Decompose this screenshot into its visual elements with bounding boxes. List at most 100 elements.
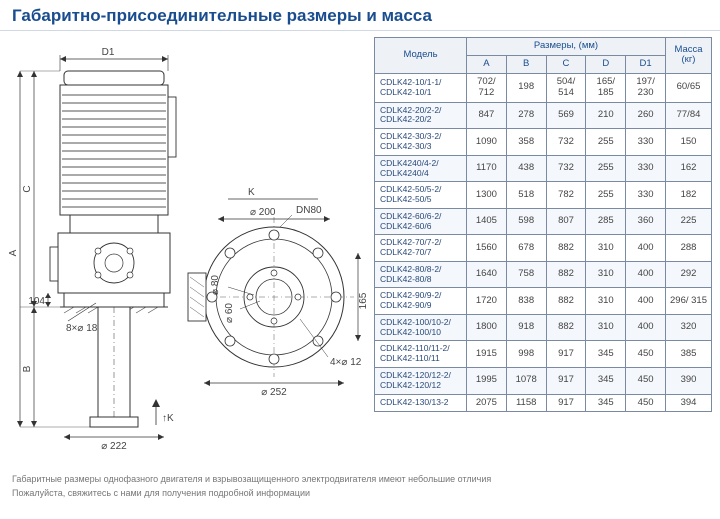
table-row: CDLK42-90/9-2/CDLK42-90/9172083888231040…	[375, 288, 712, 315]
cell-b: 598	[506, 208, 546, 235]
cell-d: 285	[586, 208, 626, 235]
cell-b: 1158	[506, 394, 546, 412]
cell-model: CDLK42-10/1-1/CDLK42-10/1	[375, 73, 467, 102]
cell-d1: 450	[626, 394, 666, 412]
table-row: CDLK42-10/1-1/CDLK42-10/1702/712198504/5…	[375, 73, 712, 102]
label-arrowk: ↑K	[162, 413, 174, 424]
cell-a: 2075	[467, 394, 507, 412]
table-row: CDLK42-50/5-2/CDLK42-50/5130051878225533…	[375, 182, 712, 209]
cell-d: 165/185	[586, 73, 626, 102]
cell-mass: 320	[666, 314, 712, 341]
cell-model: CDLK42-70/7-2/CDLK42-70/7	[375, 235, 467, 262]
label-a: A	[8, 249, 19, 256]
cell-d: 310	[586, 261, 626, 288]
cell-b: 518	[506, 182, 546, 209]
label-d60: ⌀ 60	[224, 303, 235, 323]
cell-a: 1170	[467, 155, 507, 182]
label-d1: D1	[102, 47, 115, 58]
cell-model: CDLK4240/4-2/CDLK4240/4	[375, 155, 467, 182]
label-165: 165	[358, 292, 368, 309]
cell-model: CDLK42-20/2-2/CDLK42-20/2	[375, 102, 467, 129]
label-k: K	[248, 187, 255, 198]
cell-mass: 296/ 315	[666, 288, 712, 315]
content-row: D1	[0, 31, 720, 467]
cell-mass: 390	[666, 368, 712, 395]
cell-d: 310	[586, 288, 626, 315]
label-104: 104	[28, 296, 45, 307]
cell-b: 758	[506, 261, 546, 288]
cell-mass: 288	[666, 235, 712, 262]
cell-d1: 400	[626, 235, 666, 262]
label-d222: ⌀ 222	[101, 441, 127, 452]
cell-mass: 77/84	[666, 102, 712, 129]
cell-b: 1078	[506, 368, 546, 395]
cell-b: 678	[506, 235, 546, 262]
dimensions-table: Модель Размеры, (мм) Масса(кг) A B C D D…	[374, 37, 712, 467]
label-8holes: 8×⌀ 18	[66, 323, 98, 334]
cell-b: 278	[506, 102, 546, 129]
side-view: D1	[8, 47, 176, 452]
footer-notes: Габаритные размеры однофазного двигателя…	[0, 467, 720, 500]
cell-d: 345	[586, 394, 626, 412]
footer-line2: Пожалуйста, свяжитесь с нами для получен…	[12, 487, 708, 501]
cell-c: 917	[546, 394, 586, 412]
cell-c: 917	[546, 368, 586, 395]
cell-b: 838	[506, 288, 546, 315]
cell-a: 1720	[467, 288, 507, 315]
cell-c: 504/514	[546, 73, 586, 102]
page-title: Габаритно-присоединительные размеры и ма…	[0, 0, 720, 31]
cell-c: 917	[546, 341, 586, 368]
cell-a: 1405	[467, 208, 507, 235]
cell-b: 198	[506, 73, 546, 102]
cell-mass: 150	[666, 129, 712, 156]
cell-d1: 360	[626, 208, 666, 235]
cell-mass: 162	[666, 155, 712, 182]
table-row: CDLK42-120/12-2/CDLK42-120/1219951078917…	[375, 368, 712, 395]
table-row: CDLK42-30/3-2/CDLK42-30/3109035873225533…	[375, 129, 712, 156]
col-a: A	[467, 55, 507, 73]
cell-d: 255	[586, 155, 626, 182]
cell-d1: 330	[626, 155, 666, 182]
cell-a: 1090	[467, 129, 507, 156]
cell-d1: 450	[626, 368, 666, 395]
table-row: CDLK42-110/11-2/CDLK42-110/1119159989173…	[375, 341, 712, 368]
cell-c: 569	[546, 102, 586, 129]
label-b: B	[22, 365, 33, 372]
cell-d: 255	[586, 182, 626, 209]
cell-d: 345	[586, 368, 626, 395]
table-row: CDLK42-130/13-220751158917345450394	[375, 394, 712, 412]
label-4holes: 4×⌀ 12	[330, 357, 362, 368]
table-row: CDLK4240/4-2/CDLK4240/411704387322553301…	[375, 155, 712, 182]
label-c: C	[22, 185, 33, 192]
cell-d1: 450	[626, 341, 666, 368]
cell-c: 882	[546, 314, 586, 341]
cell-b: 358	[506, 129, 546, 156]
col-model: Модель	[375, 38, 467, 74]
cell-d1: 330	[626, 182, 666, 209]
table-row: CDLK42-70/7-2/CDLK42-70/7156067888231040…	[375, 235, 712, 262]
cell-d: 210	[586, 102, 626, 129]
cell-a: 1640	[467, 261, 507, 288]
cell-b: 998	[506, 341, 546, 368]
cell-d: 310	[586, 235, 626, 262]
cell-d1: 260	[626, 102, 666, 129]
col-dims: Размеры, (мм)	[467, 38, 666, 56]
footer-line1: Габаритные размеры однофазного двигателя…	[12, 473, 708, 487]
col-b: B	[506, 55, 546, 73]
cell-c: 882	[546, 288, 586, 315]
cell-d1: 400	[626, 261, 666, 288]
cell-mass: 182	[666, 182, 712, 209]
cell-a: 847	[467, 102, 507, 129]
label-dn80: DN80	[296, 205, 322, 216]
cell-d: 345	[586, 341, 626, 368]
label-d200: ⌀ 200	[250, 207, 276, 218]
cell-mass: 394	[666, 394, 712, 412]
cell-a: 1915	[467, 341, 507, 368]
cell-a: 1800	[467, 314, 507, 341]
cell-c: 807	[546, 208, 586, 235]
cell-model: CDLK42-110/11-2/CDLK42-110/11	[375, 341, 467, 368]
cell-c: 882	[546, 235, 586, 262]
cell-model: CDLK42-100/10-2/CDLK42-100/10	[375, 314, 467, 341]
cell-model: CDLK42-30/3-2/CDLK42-30/3	[375, 129, 467, 156]
plan-view: K DN80 ⌀ 200	[188, 187, 368, 398]
